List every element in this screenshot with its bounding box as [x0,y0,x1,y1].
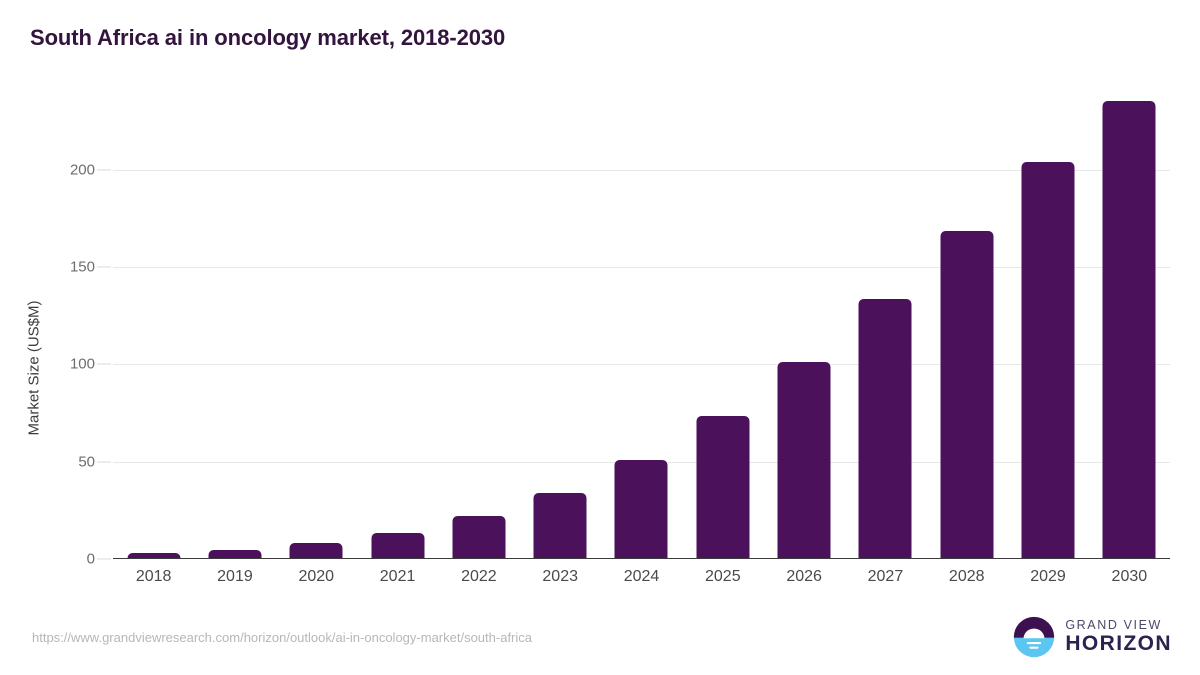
y-tick-label: 50 [78,453,95,471]
plot-area: 0 50 100 150 200 2018 2019 2020 2021 2022 2023 202… [70,82,1170,585]
x-tick-label: 2029 [1030,568,1066,585]
bar-slot [763,82,844,559]
bar[interactable] [533,493,587,559]
source-url[interactable]: https://www.grandviewresearch.com/horizo… [32,630,532,645]
y-tick-mark [97,558,111,560]
y-tick-label: 0 [86,550,95,568]
bar[interactable] [1102,101,1156,559]
y-tick-label: 200 [69,161,95,179]
bar-slot [682,82,763,559]
bar-slot [926,82,1007,559]
bar-slot [1089,82,1170,559]
bar[interactable] [127,553,181,559]
y-tick-mark [97,266,111,268]
brand-logo[interactable]: GRAND VIEW HORIZON [1013,616,1172,658]
page-title: South Africa ai in oncology market, 2018… [30,25,506,50]
x-tick-label: 2026 [786,568,822,585]
grand-view-horizon-circle-icon [1014,616,1055,658]
gridline [113,169,1170,171]
x-tick-label: 2021 [379,568,416,585]
x-tick-label: 2018 [135,568,172,585]
x-tick-label: 2019 [217,568,253,585]
x-tick-label: 2022 [461,568,497,585]
bar[interactable] [208,550,262,559]
bar[interactable] [452,516,506,559]
x-tick-label: 2024 [623,568,660,585]
x-tick-label: 2027 [867,568,904,585]
bar-slot [520,82,601,559]
bar-slot [194,82,275,559]
logo-line2: HORIZON [1065,631,1172,655]
bar[interactable] [1021,161,1075,559]
bar-slot [357,82,438,559]
logo-wordmark: GRAND VIEW HORIZON [1065,619,1172,654]
bar[interactable] [940,230,994,559]
y-tick-label: 150 [69,258,95,276]
bar-slot [276,82,357,559]
bar[interactable] [777,361,831,559]
bar[interactable] [614,460,668,559]
bar[interactable] [371,532,425,559]
gridline [113,364,1170,366]
bar[interactable] [696,416,750,559]
y-tick-mark [97,169,111,171]
bar[interactable] [858,299,912,559]
logo-line1: GRAND VIEW [1065,618,1162,633]
x-tick-label: 2030 [1111,568,1148,585]
gridline [113,266,1170,268]
y-tick-mark [97,461,111,463]
bar-slot [113,82,194,559]
bar-slot [1007,82,1088,559]
x-tick-label: 2028 [948,568,985,585]
x-axis-line [113,557,1170,559]
y-tick-label: 100 [69,355,95,373]
x-tick-label: 2025 [705,568,741,585]
bar-slot [845,82,926,559]
x-tick-label: 2020 [298,568,335,585]
bar[interactable] [289,543,343,559]
bar-slot [438,82,519,559]
y-tick-mark [97,363,111,365]
bar-slot [601,82,682,559]
x-tick-label: 2023 [542,568,578,585]
